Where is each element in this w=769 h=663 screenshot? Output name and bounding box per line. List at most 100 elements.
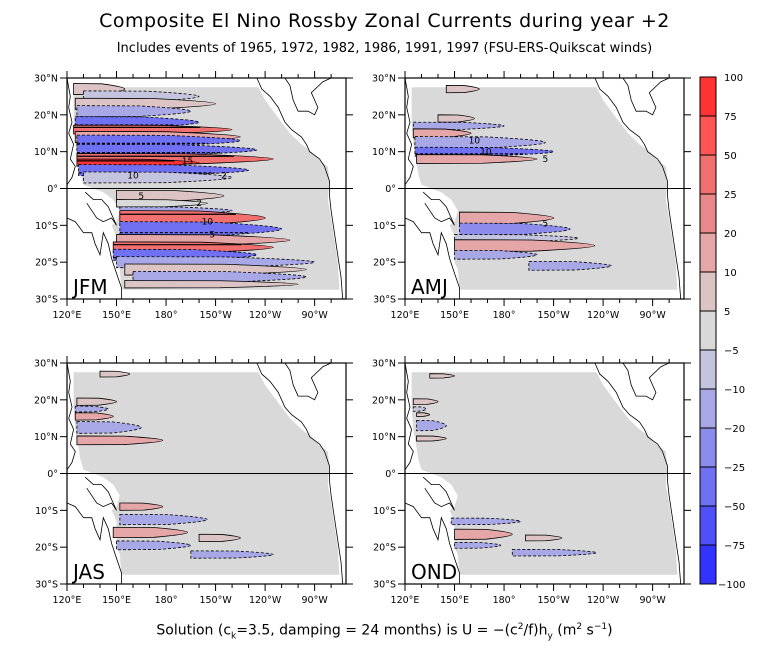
footer-units-sup-m1: −1	[593, 622, 608, 632]
contour-band	[76, 143, 258, 156]
x-tick-label: 120°W	[587, 595, 620, 606]
y-tick-label: 10°S	[35, 221, 58, 232]
contour-band	[83, 171, 233, 184]
contour-band	[190, 550, 274, 559]
colorbar-segment	[699, 271, 717, 312]
y-tick-label: 20°N	[34, 110, 58, 121]
y-tick-label: 0°	[47, 469, 58, 480]
colorbar-label: −20	[724, 424, 745, 435]
contour-label: 5	[542, 219, 548, 229]
x-tick-label: 150°E	[440, 310, 469, 321]
figure-title: Composite El Nino Rossby Zonal Currents …	[99, 10, 670, 32]
contour-label: 10	[480, 148, 492, 158]
colorbar-label: −75	[724, 541, 745, 552]
contour-band	[76, 397, 117, 406]
figure-subtitle: Includes events of 1965, 1972, 1982, 198…	[116, 41, 653, 56]
coastline	[622, 77, 670, 116]
contour-band	[416, 420, 447, 432]
contour-label: 10	[127, 172, 139, 182]
contour-band	[412, 121, 505, 130]
y-tick-label: 30°S	[373, 295, 396, 306]
y-tick-label: 30°N	[34, 74, 58, 85]
contour-label: 2	[196, 199, 202, 209]
colorbar-segment	[699, 115, 717, 156]
colorbar-label: −10	[724, 385, 745, 396]
footer-prefix: Solution (c	[156, 622, 232, 639]
coastline	[622, 362, 670, 401]
contour-band	[99, 370, 131, 378]
figure-footer-formula: Solution (ck=3.5, damping = 24 months) i…	[0, 622, 769, 641]
contour-band	[132, 270, 307, 283]
y-tick-label: 10°S	[35, 506, 58, 517]
y-tick-label: 10°S	[373, 221, 396, 232]
contour-label: 15	[182, 157, 193, 167]
contour-band	[116, 540, 192, 551]
colorbar-label: −50	[724, 502, 745, 513]
contour-band	[198, 533, 241, 543]
contour-band	[412, 398, 439, 406]
x-tick-label: 150°E	[440, 595, 469, 606]
footer-after-sup: /f)h	[523, 622, 548, 639]
x-tick-label: 90°W	[640, 595, 667, 606]
coastline	[404, 362, 414, 471]
panel-jas: 120°E 150°E 180° 150°W 120°W 90°W 30°N 20°N 10°N…	[34, 356, 353, 606]
contour-band	[124, 280, 299, 289]
contour-band	[416, 154, 538, 164]
colorbar-segment	[699, 466, 717, 507]
contour-band	[528, 261, 612, 271]
contour-label: 2	[221, 172, 227, 182]
coastline	[66, 502, 122, 584]
colorbar: 100 75 50 25 20 10 5 −5 −10 −20 −25 −50 −75 −100	[699, 73, 745, 591]
contour-band	[74, 405, 109, 413]
contour-band	[112, 526, 188, 538]
footer-units-sup2: 2	[576, 622, 583, 632]
y-tick-label: 20°S	[35, 543, 58, 554]
coastline	[256, 77, 344, 300]
x-tick-label: 120°W	[249, 595, 282, 606]
x-tick-label: 150°E	[102, 310, 131, 321]
contour-band	[76, 421, 142, 434]
contour-label: 5	[138, 192, 144, 202]
footer-units-mid: s	[582, 622, 594, 639]
y-tick-label: 20°S	[35, 258, 58, 269]
coastline	[84, 191, 117, 226]
x-tick-label: 120°E	[53, 310, 82, 321]
x-tick-label: 120°W	[587, 310, 620, 321]
contour-band	[450, 517, 521, 526]
colorbar-segment	[699, 388, 717, 429]
x-tick-label: 150°W	[537, 595, 570, 606]
contour-band	[429, 373, 455, 379]
y-tick-label: 20°N	[34, 395, 58, 406]
panel-season-label: OND	[411, 560, 457, 584]
coastline	[84, 476, 117, 511]
coastline	[66, 362, 76, 471]
contour-label: 5	[542, 155, 548, 165]
footer-sub-y: y	[547, 631, 553, 642]
y-tick-label: 30°N	[34, 359, 58, 370]
y-tick-label: 20°N	[372, 395, 396, 406]
x-tick-label: 120°E	[53, 595, 82, 606]
colorbar-segment	[699, 76, 717, 117]
colorbar-segment	[699, 154, 717, 195]
panel-season-label: JAS	[71, 560, 105, 584]
colorbar-label: −5	[724, 346, 739, 357]
colorbar-segment	[699, 427, 717, 468]
contour-band	[76, 105, 192, 118]
y-tick-label: 20°S	[373, 543, 396, 554]
footer-sub-k: k	[231, 631, 237, 642]
y-tick-label: 30°S	[373, 580, 396, 591]
contour-band	[416, 435, 447, 442]
contour-band	[454, 249, 538, 260]
contour-band	[525, 534, 563, 542]
y-tick-label: 10°N	[34, 432, 58, 443]
y-tick-label: 20°N	[372, 110, 396, 121]
y-tick-label: 10°N	[34, 147, 58, 158]
x-tick-label: 180°	[493, 595, 516, 606]
coastline	[66, 77, 76, 186]
footer-units-open: (m	[552, 622, 577, 639]
colorbar-segment	[699, 505, 717, 546]
colorbar-label: 50	[724, 151, 737, 162]
